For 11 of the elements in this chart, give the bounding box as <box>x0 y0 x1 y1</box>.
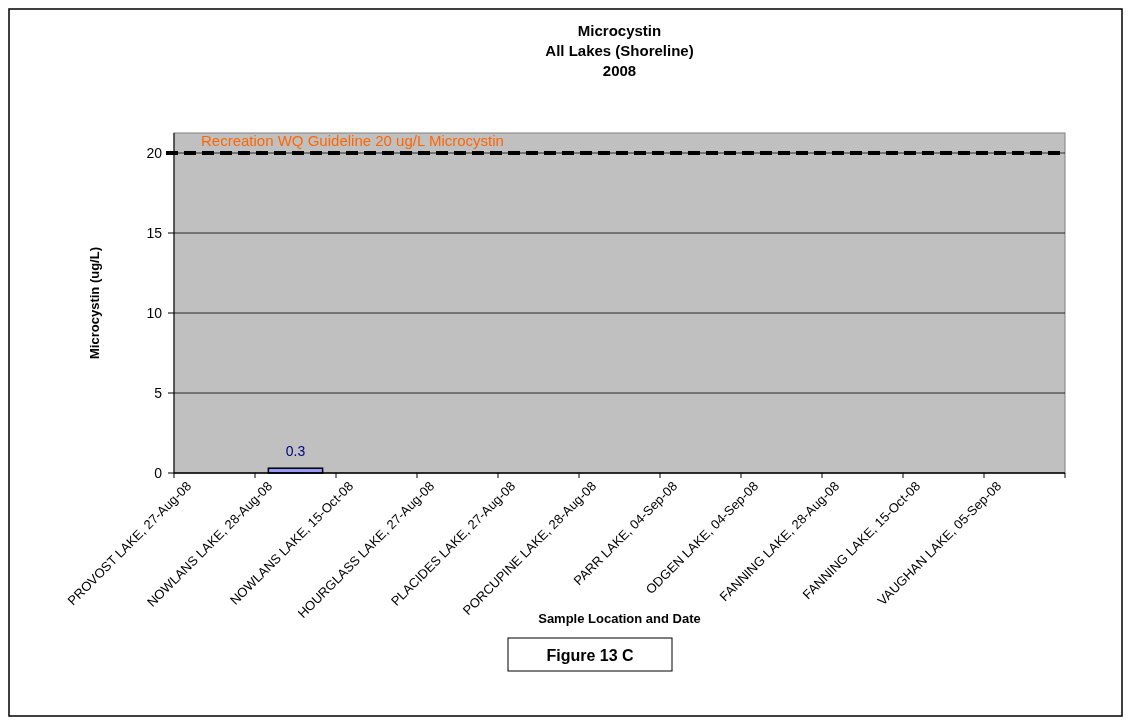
caption: Figure 13 C <box>546 647 635 664</box>
y-tick-label: 5 <box>154 384 163 401</box>
ref-line-label: Recreation WQ Guideline 20 ug/L Microcystin <box>201 132 504 149</box>
y-tick-label: 15 <box>146 224 163 241</box>
y-tick-label: 10 <box>146 304 163 321</box>
y-tick-label: 0 <box>154 464 163 481</box>
x-axis-title: Sample Location and Date <box>538 611 701 626</box>
y-tick-label: 20 <box>146 144 163 161</box>
y-axis-title: Microcystin (ug/L) <box>87 247 102 359</box>
data-label: 0.3 <box>285 443 306 460</box>
chart-title: Microcystin All Lakes (Shoreline) 2008 <box>545 22 694 79</box>
